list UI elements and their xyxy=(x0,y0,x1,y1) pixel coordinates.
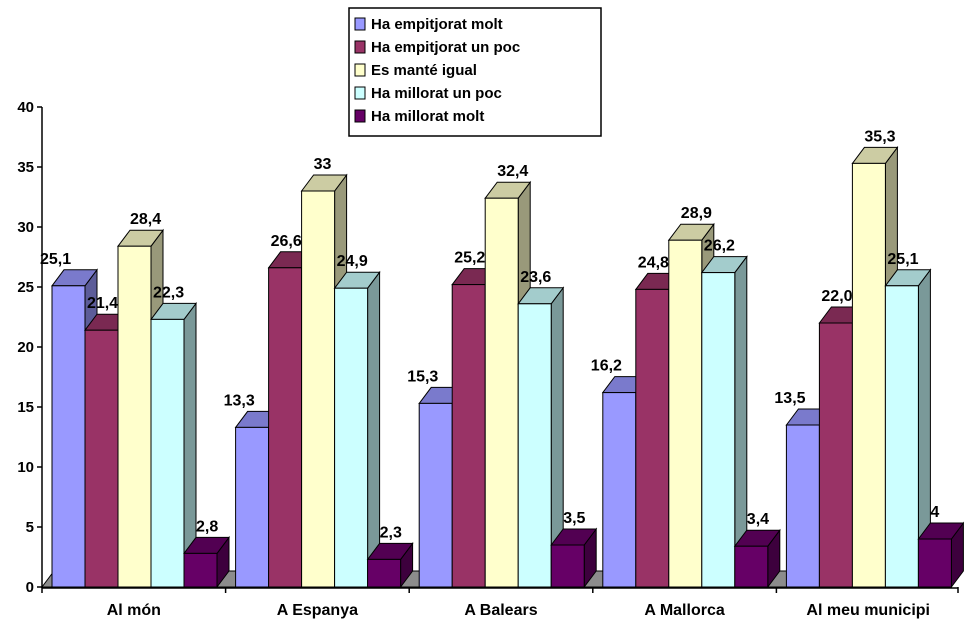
bar-front xyxy=(84,329,119,588)
y-tick-label: 20 xyxy=(17,339,34,356)
bar-side xyxy=(367,270,381,589)
y-tick-label: 30 xyxy=(17,219,34,236)
data-label: 13,5 xyxy=(774,390,805,407)
legend-entry: Ha millorat un poc xyxy=(371,85,502,102)
data-label: 3,4 xyxy=(747,511,769,528)
bar-front xyxy=(484,197,519,588)
chart-axes: 0 5 10 15 20 25 30 35 40 Al món A Espanya A Balears… xyxy=(17,99,959,619)
bar-front xyxy=(884,285,919,588)
data-label: 15,3 xyxy=(407,368,438,385)
x-category-label: Al meu municipi xyxy=(806,602,930,619)
bar xyxy=(700,255,748,589)
bar-front xyxy=(301,190,336,588)
bar-front xyxy=(602,392,637,588)
y-tick-label: 10 xyxy=(17,459,34,476)
bar-front xyxy=(734,545,769,588)
data-label: 21,4 xyxy=(87,295,118,312)
bar-front xyxy=(235,426,270,588)
bar xyxy=(517,286,565,589)
legend-swatch xyxy=(354,17,366,31)
bar xyxy=(183,535,230,589)
data-label: 2,3 xyxy=(380,524,402,541)
bar-front xyxy=(367,558,402,588)
legend-entry: Es manté igual xyxy=(371,62,477,79)
legend-swatch xyxy=(354,109,366,123)
legend-swatch xyxy=(354,40,366,54)
bar xyxy=(884,268,932,589)
bar xyxy=(484,180,532,589)
bar-front xyxy=(635,288,670,588)
data-label: 24,9 xyxy=(337,253,368,270)
data-label: 35,3 xyxy=(864,128,895,145)
data-label: 22,3 xyxy=(153,284,184,301)
bar xyxy=(333,270,381,589)
data-label: 25,1 xyxy=(887,251,918,268)
y-tick-label: 5 xyxy=(26,519,34,536)
data-label: 28,4 xyxy=(130,211,161,228)
bar-front xyxy=(701,272,736,588)
bar xyxy=(150,301,197,589)
y-tick-label: 0 xyxy=(26,579,34,596)
bar xyxy=(550,527,598,589)
bar-front xyxy=(550,544,585,588)
bar-front xyxy=(785,424,820,588)
data-label: 23,6 xyxy=(520,269,551,286)
bar-front xyxy=(418,402,453,588)
data-label: 2,8 xyxy=(196,518,218,535)
bar-front xyxy=(851,162,886,588)
legend-entry: Ha empitjorat un poc xyxy=(371,39,520,56)
data-label: 25,1 xyxy=(40,251,71,268)
x-category-label: A Espanya xyxy=(277,602,358,619)
data-label: 13,3 xyxy=(224,392,255,409)
x-category-label: A Balears xyxy=(464,602,537,619)
chart-bars xyxy=(51,145,964,589)
bar xyxy=(733,528,781,589)
legend-swatch xyxy=(354,63,366,77)
bar xyxy=(917,521,964,589)
legend-swatch xyxy=(354,86,366,100)
bar-front xyxy=(517,303,552,588)
data-label: 28,9 xyxy=(681,205,712,222)
data-label: 33 xyxy=(314,156,332,173)
data-label: 26,6 xyxy=(271,233,302,250)
data-label: 22,0 xyxy=(821,288,852,305)
data-label: 3,5 xyxy=(563,510,585,527)
data-label: 24,8 xyxy=(638,254,669,271)
legend-entry: Ha empitjorat molt xyxy=(371,16,503,33)
y-tick-label: 40 xyxy=(17,99,34,116)
chart-data-labels: 25,1 21,4 28,4 22,3 2,8 13,3 26,6 33 24,9 2,3 15,3… xyxy=(40,128,939,541)
bar-front xyxy=(668,239,703,588)
bar-front xyxy=(818,322,853,588)
data-label: 16,2 xyxy=(591,358,622,375)
bar-front xyxy=(268,267,303,588)
x-category-label: A Mallorca xyxy=(644,602,724,619)
data-label: 26,2 xyxy=(704,238,735,255)
bar xyxy=(366,541,414,589)
x-category-label: Al món xyxy=(107,602,161,619)
chart-legend: Ha empitjorat molt Ha empitjorat un poc Es… xyxy=(348,7,602,137)
bar-front xyxy=(451,284,486,588)
bar-front xyxy=(183,552,218,588)
y-tick-label: 35 xyxy=(17,159,34,176)
bar-front xyxy=(51,285,86,588)
legend-entry: Ha millorat molt xyxy=(371,108,484,125)
bar-front xyxy=(117,245,152,588)
bar-front xyxy=(917,538,952,588)
data-label: 32,4 xyxy=(497,163,528,180)
y-tick-label: 25 xyxy=(17,279,34,296)
bar-front xyxy=(334,287,369,588)
bar-front xyxy=(150,318,185,588)
y-tick-label: 15 xyxy=(17,399,34,416)
legend-box xyxy=(348,7,602,137)
data-label: 25,2 xyxy=(454,250,485,267)
data-label: 4 xyxy=(930,504,939,521)
